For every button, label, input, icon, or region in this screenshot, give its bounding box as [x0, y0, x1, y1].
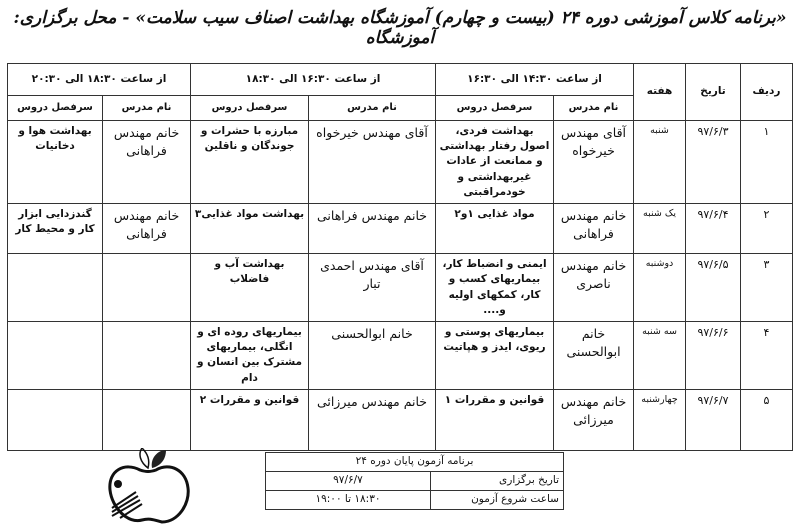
row-number: ۳	[740, 253, 793, 322]
teacher-slot-1: خانم مهندس ناصری	[553, 253, 634, 322]
row-date: ۹۷/۶/۴	[685, 203, 741, 255]
header-row-sub: نام مدرس سرفصل دروس نام مدرس سرفصل دروس …	[7, 95, 793, 121]
topic-slot-1: بهداشت فردی، اصول رفتار بهداشتی و ممانعت…	[435, 119, 554, 205]
exam-time-label: ساعت شروع آزمون	[430, 490, 564, 510]
schedule-row: ۳ ۹۷/۶/۵ دوشنبه خانم مهندس ناصری ایمنی و انض…	[7, 253, 793, 322]
header-row-slots: ردیف تاریخ هفته از ساعت ۱۴:۳۰ الی ۱۶:۳۰ …	[7, 63, 793, 121]
topic-slot-2: بهداشت آب و فاضلاب	[190, 253, 309, 322]
topic-slot-2: قوانین و مقررات ۲	[190, 388, 309, 451]
row-date: ۹۷/۶/۳	[685, 119, 741, 205]
header-teacher: نام مدرس	[553, 95, 634, 121]
exam-date-label: تاریخ برگزاری	[430, 471, 564, 491]
topic-slot-3	[7, 253, 103, 322]
topic-slot-2: مبارزه با حشرات و جوندگان و ناقلین	[190, 119, 309, 205]
row-day: یک شنبه	[633, 203, 686, 255]
topic-slot-3: بهداشت هوا و دخانیات	[7, 119, 103, 205]
schedule-row: ۲ ۹۷/۶/۴ یک شنبه خانم مهندس فراهانی مواد غذا…	[7, 203, 793, 255]
exam-schedule-table: برنامه آزمون پایان دوره ۲۴ تاریخ برگزاری…	[265, 452, 564, 510]
class-schedule-table: ردیف تاریخ هفته از ساعت ۱۴:۳۰ الی ۱۶:۳۰ …	[7, 63, 793, 451]
row-number: ۲	[740, 203, 793, 255]
topic-slot-1: بیماریهای پوستی و ریوی، ایدز و هپاتیت	[435, 320, 554, 390]
header-slot-2: از ساعت ۱۶:۳۰ الی ۱۸:۳۰	[190, 63, 436, 96]
topic-slot-1: ایمنی و انضباط کار، بیماریهای کسب و کار،…	[435, 253, 554, 322]
teacher-slot-1: آقای مهندس خیرخواه	[553, 119, 634, 205]
row-day: دوشنبه	[633, 253, 686, 322]
topic-slot-3	[7, 320, 103, 390]
teacher-slot-1: خانم مهندس میرزائی	[553, 388, 634, 451]
teacher-slot-3	[102, 388, 191, 451]
teacher-slot-3: خانم مهندس فراهانی	[102, 203, 191, 255]
row-day: سه شنبه	[633, 320, 686, 390]
header-teacher: نام مدرس	[102, 95, 191, 121]
header-topic: سرفصل دروس	[435, 95, 554, 121]
topic-slot-3	[7, 388, 103, 451]
header-week: هفته	[633, 63, 686, 121]
topic-slot-2: بهداشت مواد غذایی۳	[190, 203, 309, 255]
topic-slot-1: قوانین و مقررات ۱	[435, 388, 554, 451]
teacher-slot-1: خانم ابوالحسنی	[553, 320, 634, 390]
row-date: ۹۷/۶/۷	[685, 388, 741, 451]
header-topic: سرفصل دروس	[190, 95, 309, 121]
teacher-slot-3	[102, 320, 191, 390]
teacher-slot-1: خانم مهندس فراهانی	[553, 203, 634, 255]
apple-book-logo-icon	[108, 448, 190, 524]
header-slot-1: از ساعت ۱۴:۳۰ الی ۱۶:۳۰	[435, 63, 634, 96]
topic-slot-3: گندزدایی ابزار کار و محیط کار	[7, 203, 103, 255]
row-date: ۹۷/۶/۵	[685, 253, 741, 322]
teacher-slot-2: آقای مهندس احمدی تبار	[308, 253, 436, 322]
teacher-slot-2: خانم ابوالحسنی	[308, 320, 436, 390]
row-day: شنبه	[633, 119, 686, 205]
teacher-slot-3: خانم مهندس فراهانی	[102, 119, 191, 205]
header-date: تاریخ	[685, 63, 741, 121]
schedule-row: ۴ ۹۷/۶/۶ سه شنبه خانم ابوالحسنی بیماریهای پو…	[7, 320, 793, 390]
row-number: ۴	[740, 320, 793, 390]
schedule-row: ۱ ۹۷/۶/۳ شنبه آقای مهندس خیرخواه بهداشت فردی…	[7, 119, 793, 205]
header-row-number: ردیف	[740, 63, 793, 121]
exam-date-value: ۹۷/۶/۷	[265, 471, 431, 491]
header-slot-3: از ساعت ۱۸:۳۰ الی ۲۰:۳۰	[7, 63, 191, 96]
header-teacher: نام مدرس	[308, 95, 436, 121]
header-topic: سرفصل دروس	[7, 95, 103, 121]
topic-slot-2: بیماریهای روده ای و انگلی، بیماریهای مشت…	[190, 320, 309, 390]
row-number: ۱	[740, 119, 793, 205]
topic-slot-1: مواد غذایی ۱و۲	[435, 203, 554, 255]
teacher-slot-2: خانم مهندس فراهانی	[308, 203, 436, 255]
exam-time-value: ۱۸:۳۰ تا ۱۹:۰۰	[265, 490, 431, 510]
exam-title: برنامه آزمون پایان دوره ۲۴	[265, 452, 564, 472]
row-date: ۹۷/۶/۶	[685, 320, 741, 390]
document-title: «برنامه کلاس آموزشی دوره ۲۴ (بیست و چهار…	[13, 8, 787, 48]
schedule-row: ۵ ۹۷/۶/۷ چهارشنبه خانم مهندس میرزائی قوانین …	[7, 388, 793, 451]
teacher-slot-2: آقای مهندس خیرخواه	[308, 119, 436, 205]
row-day: چهارشنبه	[633, 388, 686, 451]
teacher-slot-3	[102, 253, 191, 322]
teacher-slot-2: خانم مهندس میرزائی	[308, 388, 436, 451]
row-number: ۵	[740, 388, 793, 451]
